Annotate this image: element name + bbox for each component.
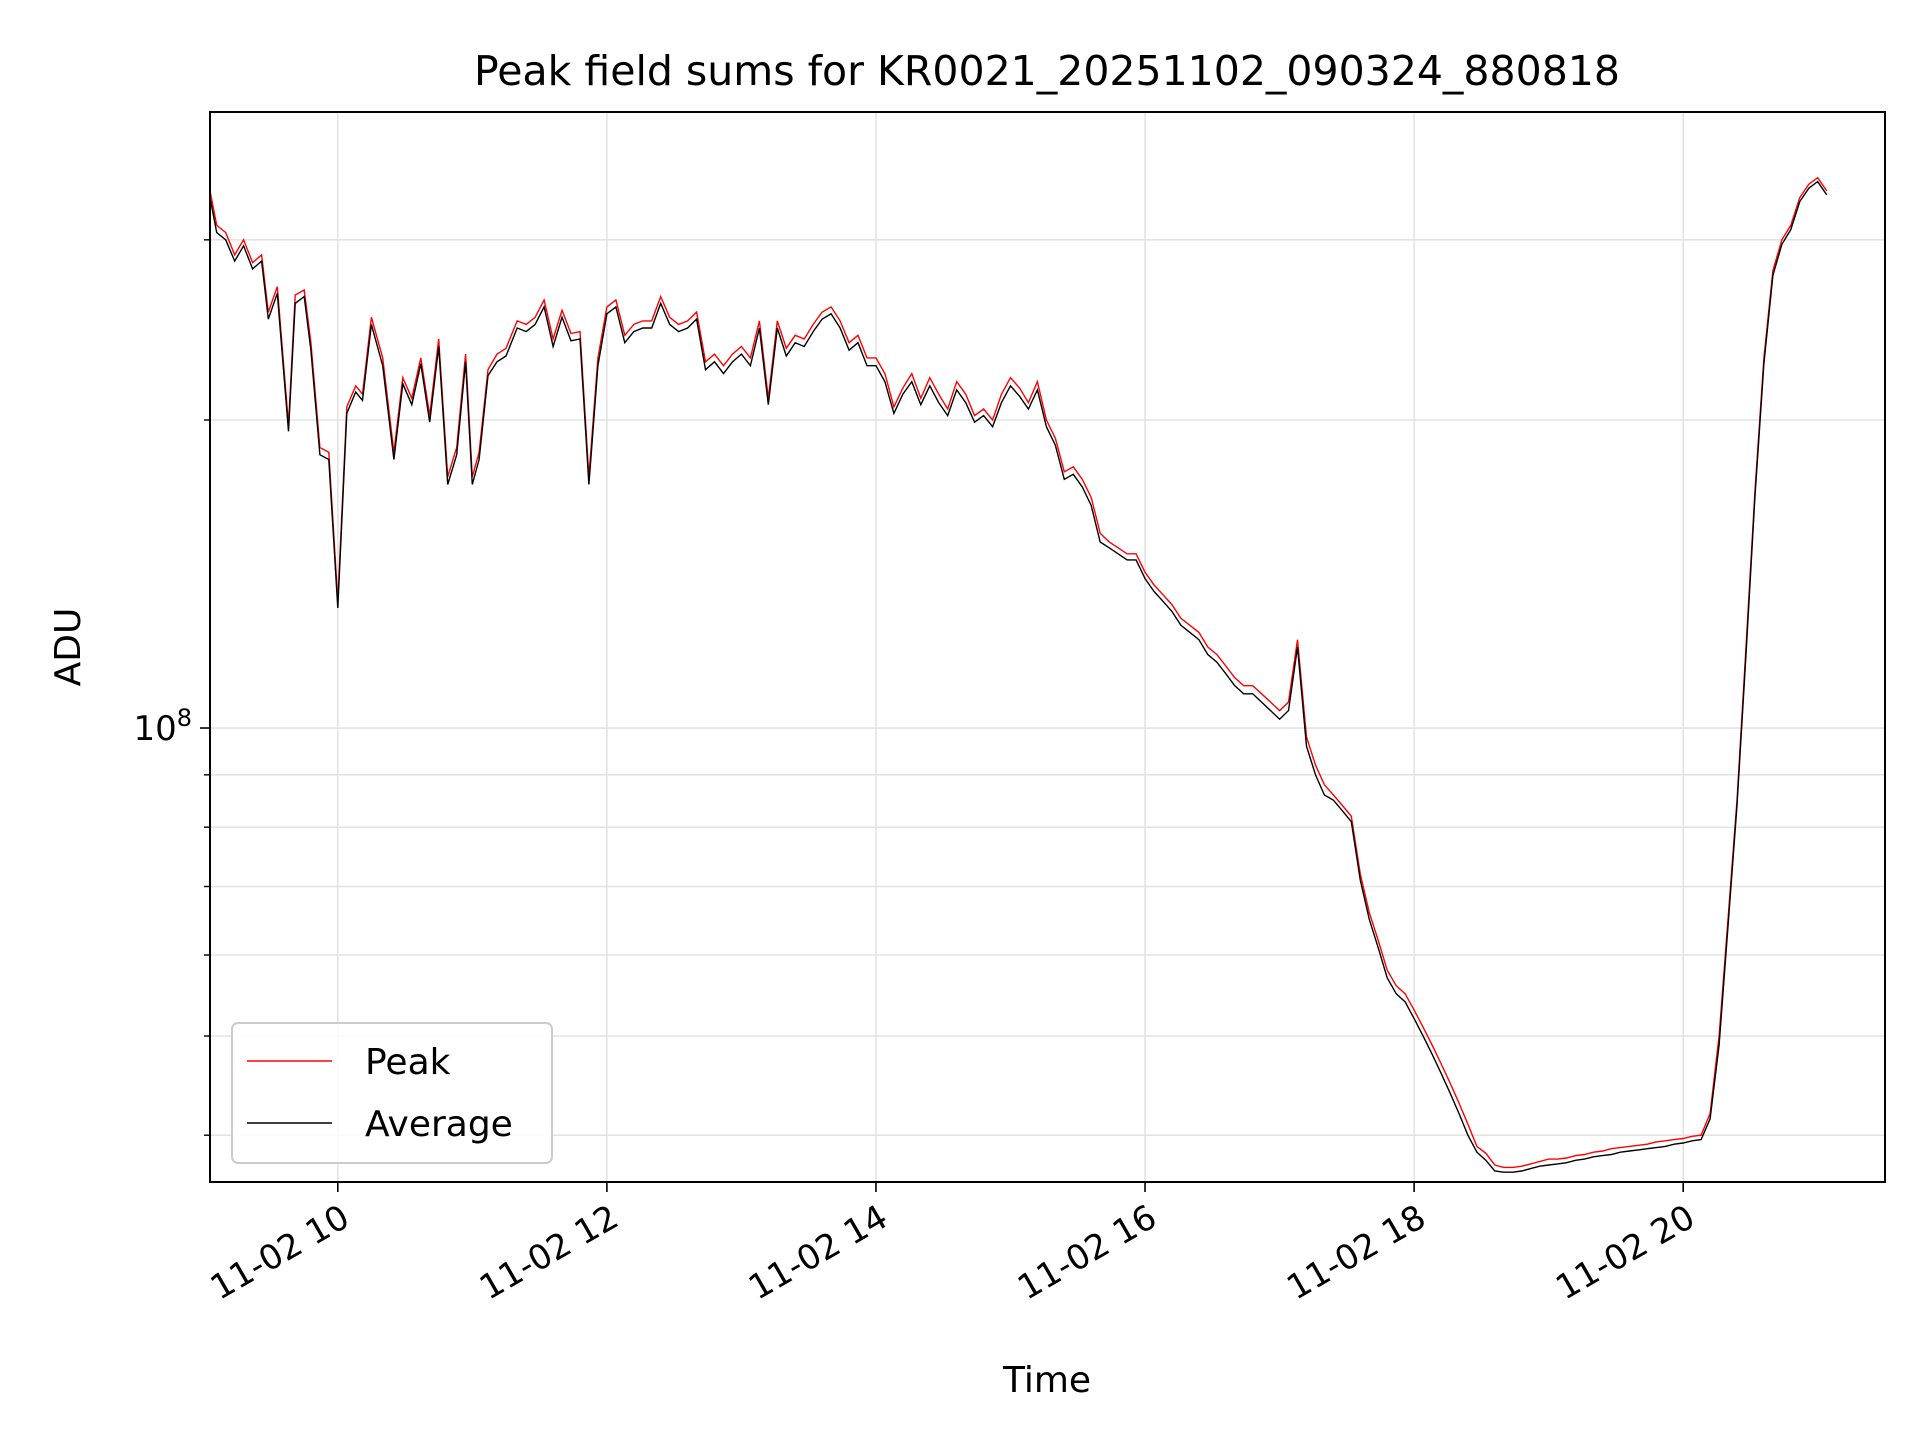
axes-frame [209, 111, 1886, 1183]
series-lines [209, 176, 1828, 1173]
legend-label-average: Average [365, 1104, 513, 1145]
legend-label-peak: Peak [365, 1042, 451, 1083]
legend: Peak Average [231, 1022, 553, 1164]
y-tick-label: 108 [133, 704, 192, 749]
y-axis-label: ADU [48, 608, 89, 687]
series-line-peak [209, 176, 1828, 1169]
legend-box [231, 1022, 553, 1164]
chart-title: Peak field sums for KR0021_20251102_0903… [474, 47, 1620, 95]
series-line-average [209, 180, 1828, 1173]
y-axis: 108 [133, 239, 210, 1136]
x-axis-label: Time [1002, 1360, 1091, 1401]
